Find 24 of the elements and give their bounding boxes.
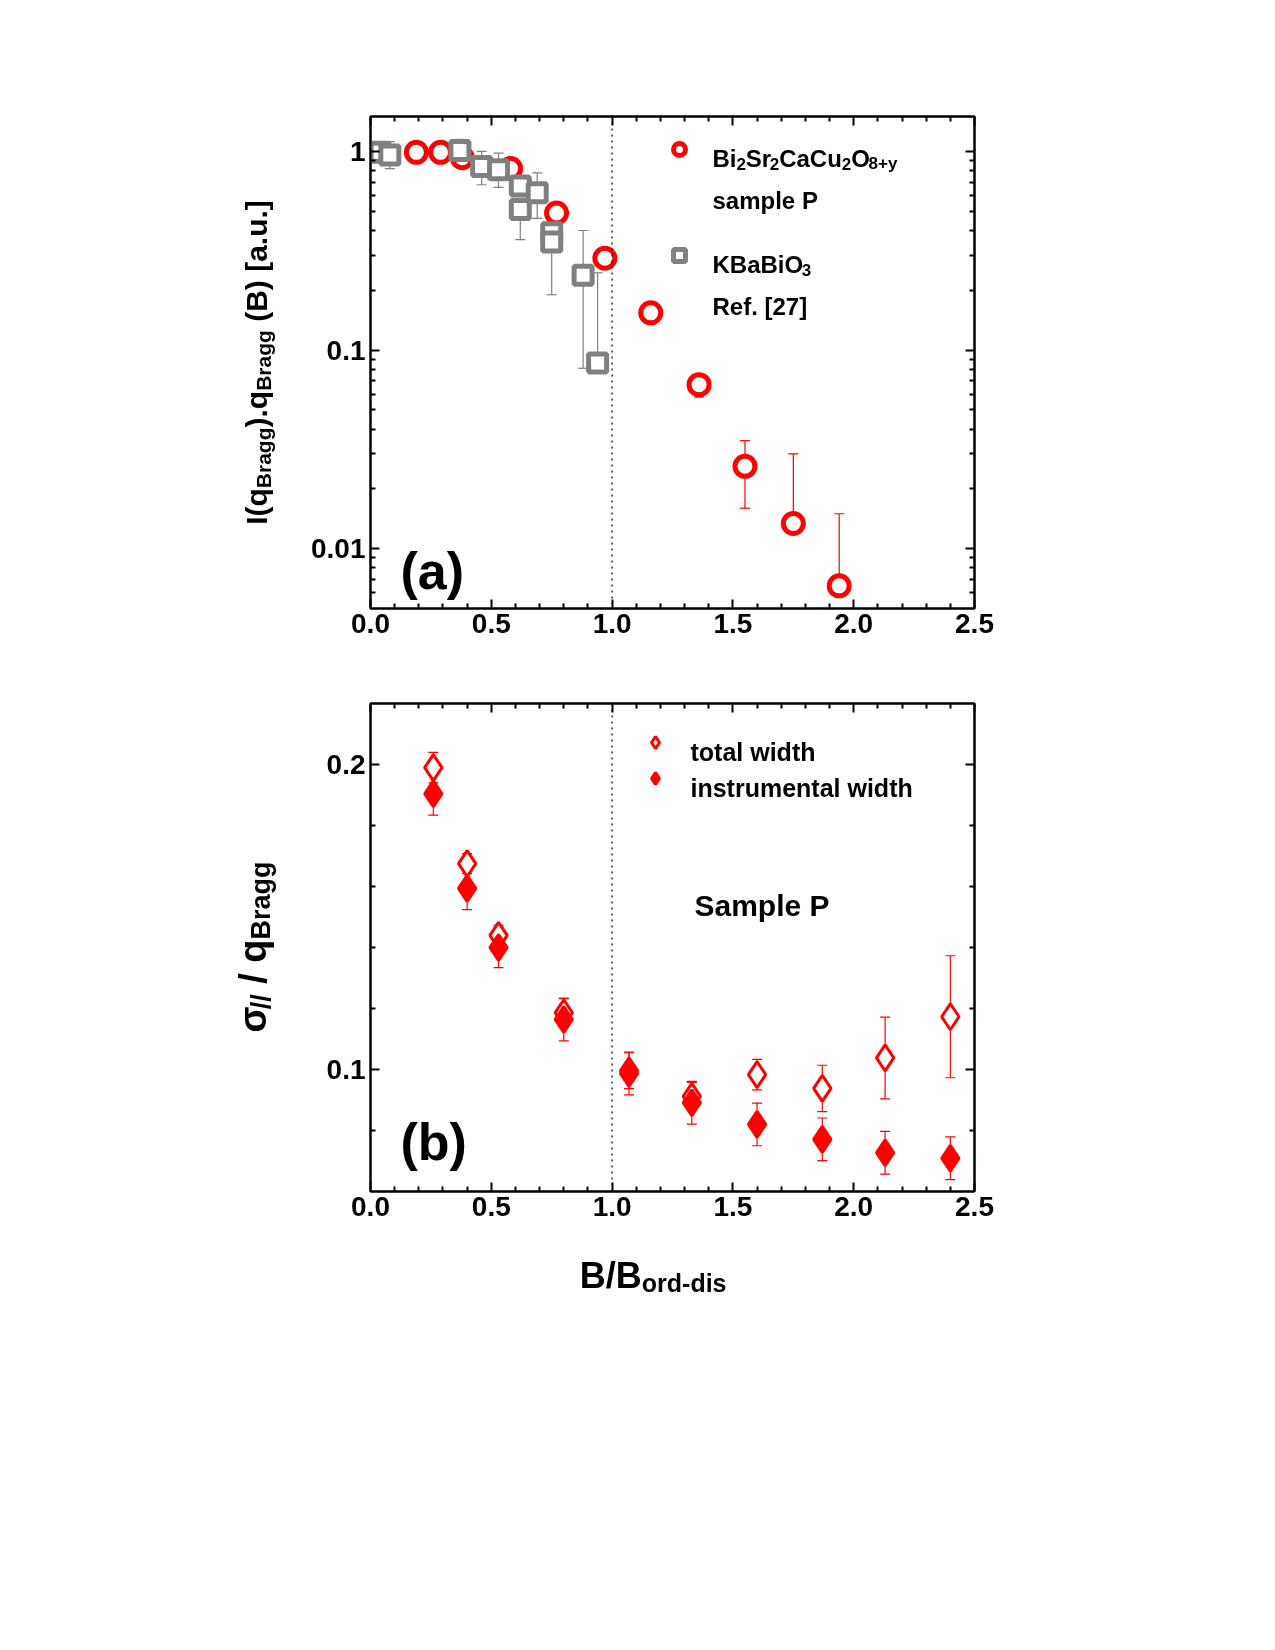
x-tick-label: 2.5 xyxy=(955,607,994,639)
x-tick-label: 2.0 xyxy=(834,1190,874,1222)
y-tick-label: 0.2 xyxy=(326,749,366,780)
x-tick-label: 2.0 xyxy=(834,607,874,639)
legend-label: instrumental width xyxy=(690,773,913,802)
x-tick-label: 0.0 xyxy=(351,607,390,639)
y-tick-label: 0.01 xyxy=(311,533,366,565)
y-tick-label: 0.1 xyxy=(326,1054,366,1085)
x-tick-label: 0.5 xyxy=(471,1190,511,1222)
annotation: (a) xyxy=(400,541,465,600)
x-tick-label: 0.5 xyxy=(471,607,511,639)
x-tick-label: 1.0 xyxy=(592,1190,632,1222)
annotation: Sample P xyxy=(694,889,830,922)
x-tick-label: 1.5 xyxy=(713,1190,753,1222)
y-tick-label: 0.1 xyxy=(326,334,366,366)
x-tick-label: 1.0 xyxy=(592,607,632,639)
legend-label: total width xyxy=(690,737,816,766)
y-axis-title: I(qBragg).qBragg (B) [a.u.] xyxy=(240,200,275,525)
x-tick-label: 1.5 xyxy=(713,607,753,639)
y-tick-label: 1 xyxy=(349,135,366,167)
x-tick-label: 2.5 xyxy=(955,1190,994,1222)
annotation: (b) xyxy=(400,1112,467,1171)
x-tick-label: 0.0 xyxy=(351,1190,390,1222)
y-axis-title: σ// / qBragg xyxy=(231,861,276,1033)
